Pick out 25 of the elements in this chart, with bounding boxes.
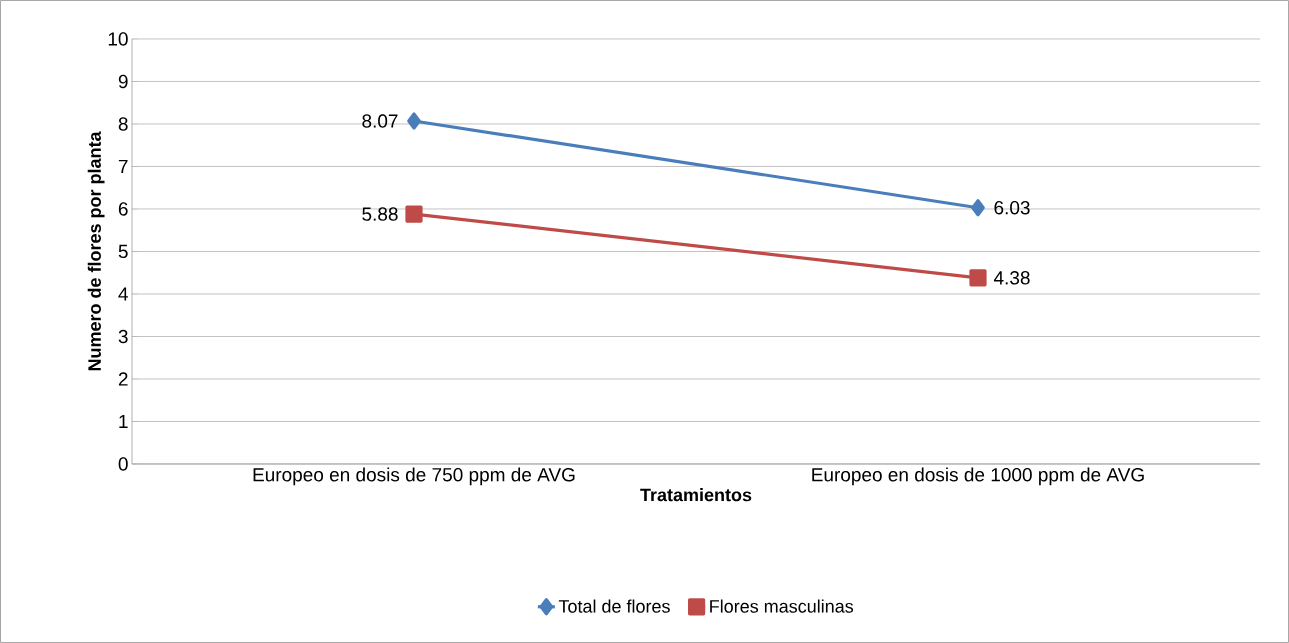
point (407, 112, 421, 130)
x-axis-title: Tratamientos (640, 488, 752, 502)
y-tick-label: 3 (118, 329, 128, 344)
data-label: 6.03 (994, 200, 1030, 215)
y-axis-title: Numero de flores por planta (87, 131, 105, 371)
y-tick-label: 8 (118, 117, 128, 131)
y-tick-label: 4 (118, 287, 128, 301)
y-tick-label: 5 (118, 244, 128, 259)
y-tick-label: 2 (118, 372, 128, 386)
y-tick-label: 1 (119, 414, 128, 429)
legend-label: Total de flores (558, 599, 670, 613)
data-label: 8.07 (362, 114, 398, 128)
y-tick-label: 7 (118, 159, 128, 174)
x-tick-label: Europeo en dosis de 750 ppm de AVG (253, 467, 575, 486)
y-tick-label: 9 (118, 74, 128, 89)
legend-label: Flores masculinas (710, 599, 854, 613)
y-tick-label: 0 (118, 457, 128, 471)
y-tick-label: 10 (108, 32, 128, 46)
point (971, 199, 985, 217)
data-label: 5.88 (362, 207, 398, 221)
point (405, 205, 423, 223)
y-tick-label: 6 (118, 202, 128, 216)
data-label: 4.38 (993, 271, 1030, 285)
x-tick-label: Europeo en dosis de 1000 ppm de AVG (812, 467, 1144, 486)
point (969, 269, 987, 287)
